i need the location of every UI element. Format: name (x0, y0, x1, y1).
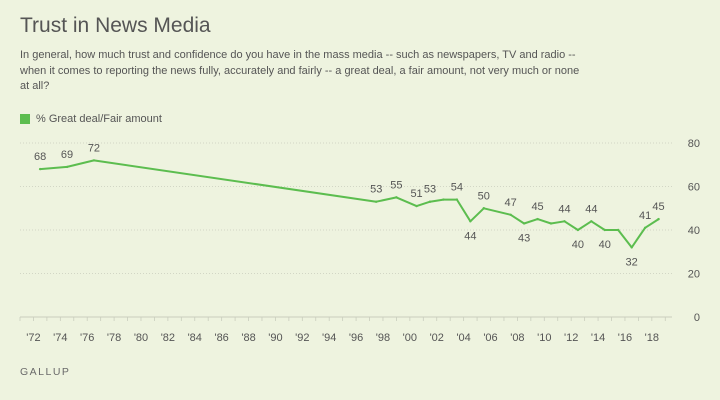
x-tick-label: '00 (403, 332, 417, 344)
data-point (617, 228, 620, 232)
y-tick-label: 60 (688, 182, 700, 194)
data-point (442, 198, 445, 201)
chart-title: Trust in News Media (20, 14, 211, 37)
x-tick-label: '92 (295, 332, 309, 344)
x-tick-label: '14 (591, 332, 605, 344)
data-point (509, 213, 512, 216)
y-tick-label: 0 (694, 312, 700, 324)
data-point (657, 217, 660, 221)
data-point (375, 200, 378, 203)
data-label: 44 (585, 203, 597, 215)
x-tick-label: '06 (483, 332, 497, 344)
x-tick-label: '12 (564, 332, 578, 344)
data-label: 50 (478, 190, 490, 202)
data-point (563, 220, 566, 223)
data-point (455, 198, 459, 201)
data-label: 45 (531, 201, 543, 213)
data-point (415, 204, 418, 208)
data-label: 45 (652, 201, 664, 213)
data-label: 53 (424, 184, 436, 196)
x-tick-label: '08 (510, 332, 524, 344)
x-tick-label: '86 (214, 332, 228, 344)
data-point (38, 167, 42, 171)
data-label: 47 (505, 197, 517, 209)
data-point (428, 200, 432, 203)
x-tick-label: '98 (376, 332, 390, 344)
data-label: 40 (599, 239, 611, 251)
x-tick-label: '96 (349, 332, 363, 344)
x-tick-label: '16 (618, 332, 632, 344)
x-tick-label: '74 (53, 332, 67, 344)
x-tick-label: '02 (430, 332, 444, 344)
chart-subtitle: In general, how much trust and confidenc… (20, 49, 580, 92)
legend: % Great deal/Fair amount (20, 113, 162, 125)
data-point (590, 220, 593, 223)
legend-label: % Great deal/Fair amount (36, 113, 162, 125)
data-label: 41 (639, 210, 651, 222)
data-label: 44 (558, 203, 570, 215)
data-label: 32 (626, 256, 638, 268)
x-tick-label: '76 (80, 332, 94, 344)
data-point (549, 222, 553, 225)
data-label: 54 (451, 182, 463, 194)
x-tick-label: '80 (134, 332, 148, 344)
data-point (92, 159, 96, 162)
x-tick-label: '82 (161, 332, 175, 344)
data-point (469, 220, 472, 223)
data-label: 40 (572, 239, 584, 251)
data-point (65, 165, 69, 169)
data-point (576, 228, 580, 232)
x-tick-label: '10 (537, 332, 551, 344)
data-label: 53 (370, 184, 382, 196)
data-point (522, 222, 526, 225)
x-tick-label: '84 (188, 332, 202, 344)
data-label: 55 (390, 179, 402, 191)
legend-swatch (20, 114, 30, 124)
data-label: 43 (518, 232, 530, 244)
y-tick-label: 40 (688, 225, 700, 237)
y-tick-label: 80 (688, 138, 700, 150)
data-point (643, 226, 647, 230)
data-point (482, 207, 485, 210)
data-point (395, 196, 398, 199)
y-tick-label: 20 (688, 269, 700, 281)
source-label: GALLUP (20, 366, 71, 378)
data-point (630, 246, 633, 249)
x-tick-label: '94 (322, 332, 336, 344)
x-tick-label: '18 (645, 332, 659, 344)
x-tick-label: '04 (456, 332, 470, 344)
data-label: 51 (410, 188, 422, 200)
x-tick-label: '78 (107, 332, 121, 344)
data-label: 44 (464, 230, 476, 242)
data-point (603, 228, 606, 232)
data-point (536, 217, 539, 221)
data-label: 72 (88, 142, 100, 154)
data-label: 69 (61, 149, 73, 161)
x-tick-label: '90 (268, 332, 282, 344)
x-tick-label: '72 (26, 332, 40, 344)
data-label: 68 (34, 151, 46, 163)
x-tick-label: '88 (241, 332, 255, 344)
